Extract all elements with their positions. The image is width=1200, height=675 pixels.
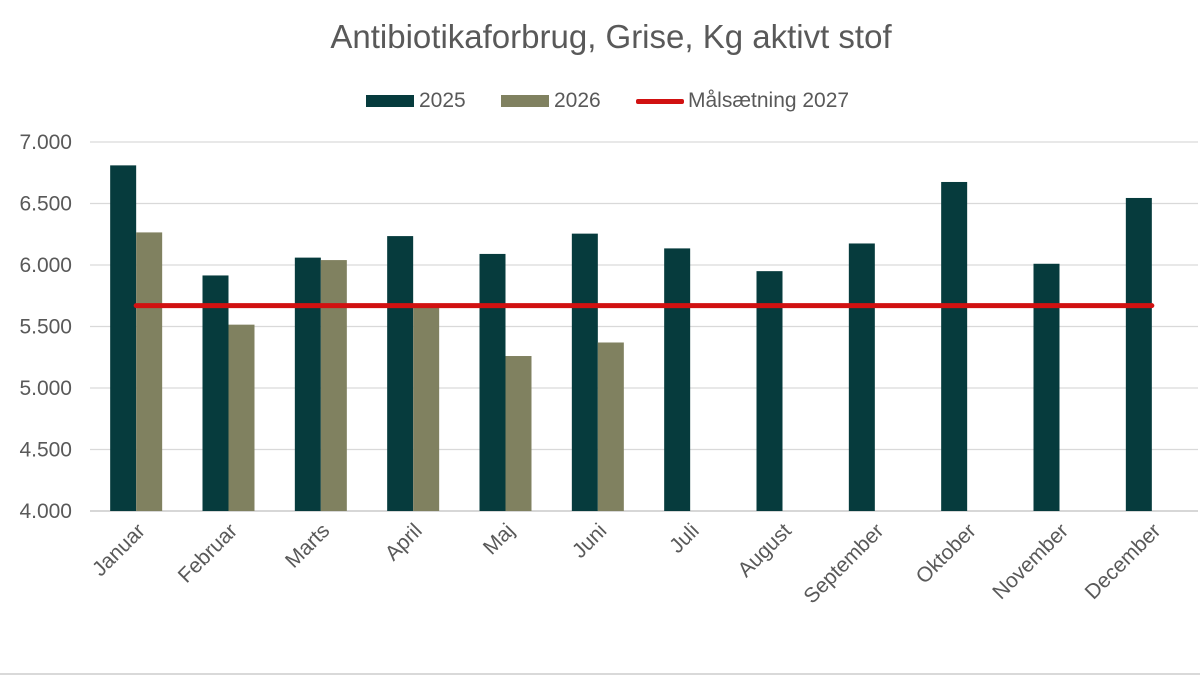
x-tick-label: Februar xyxy=(174,519,242,587)
bar-2026 xyxy=(413,304,440,511)
x-tick-label: December xyxy=(1081,519,1166,604)
legend-item-2026: 2026 xyxy=(501,86,601,116)
x-tick-label: Januar xyxy=(88,519,150,581)
bar-2025 xyxy=(294,257,321,511)
legend-item-target: Målsætning 2027 xyxy=(636,86,849,116)
bar-2026 xyxy=(136,232,163,511)
y-tick-label: 6.500 xyxy=(19,193,72,216)
bar-2025 xyxy=(110,165,137,511)
x-tick-label: Juli xyxy=(665,519,704,558)
legend-swatch-2026 xyxy=(501,95,549,107)
y-tick-label: 4.500 xyxy=(19,439,72,462)
bar-2025 xyxy=(848,243,875,511)
y-tick-label: 6.000 xyxy=(19,254,72,277)
x-tick-label: Marts xyxy=(281,519,334,572)
x-tick-label: August xyxy=(734,519,797,582)
bar-2025 xyxy=(1033,263,1060,511)
y-tick-label: 5.500 xyxy=(19,316,72,339)
legend: 2025 2026 Målsætning 2027 xyxy=(0,86,1200,116)
bar-2025 xyxy=(941,181,968,511)
gridlines xyxy=(90,141,1198,512)
x-axis: Januar Februar Marts April Maj Juni Juli August… xyxy=(88,519,1165,608)
x-tick-label: April xyxy=(381,519,427,565)
y-tick-label: 7.000 xyxy=(19,131,72,154)
bar-2026 xyxy=(597,342,624,511)
x-tick-label: Oktober xyxy=(912,519,981,588)
bar-2025 xyxy=(387,236,414,511)
bars xyxy=(110,165,1152,511)
legend-label-target: Målsætning 2027 xyxy=(688,89,850,112)
y-tick-label: 4.000 xyxy=(19,500,72,523)
bar-2025 xyxy=(202,275,229,511)
bar-2025 xyxy=(756,271,783,511)
x-tick-label: November xyxy=(988,519,1073,604)
chart-title: Antibiotikaforbrug, Grise, Kg aktivt sto… xyxy=(330,18,892,55)
legend-item-2025: 2025 xyxy=(366,86,466,116)
bar-2025 xyxy=(479,253,506,511)
bar-2025 xyxy=(571,233,598,511)
bottom-divider xyxy=(0,673,1200,675)
bar-2026 xyxy=(228,324,255,511)
legend-swatch-2025 xyxy=(366,95,414,107)
bar-2025 xyxy=(664,248,691,511)
legend-label-2025: 2025 xyxy=(419,89,466,112)
bar-2026 xyxy=(320,260,347,511)
bar-2026 xyxy=(505,356,532,511)
legend-swatch-target xyxy=(636,98,684,104)
x-tick-label: Maj xyxy=(479,519,519,559)
y-tick-label: 5.000 xyxy=(19,377,72,400)
y-axis: 4.000 4.500 5.000 5.500 6.000 6.500 7.000 xyxy=(19,131,72,523)
x-tick-label: Juni xyxy=(568,519,612,563)
bar-2025 xyxy=(1125,197,1152,511)
legend-label-2026: 2026 xyxy=(554,89,601,112)
x-tick-label: September xyxy=(799,519,888,608)
